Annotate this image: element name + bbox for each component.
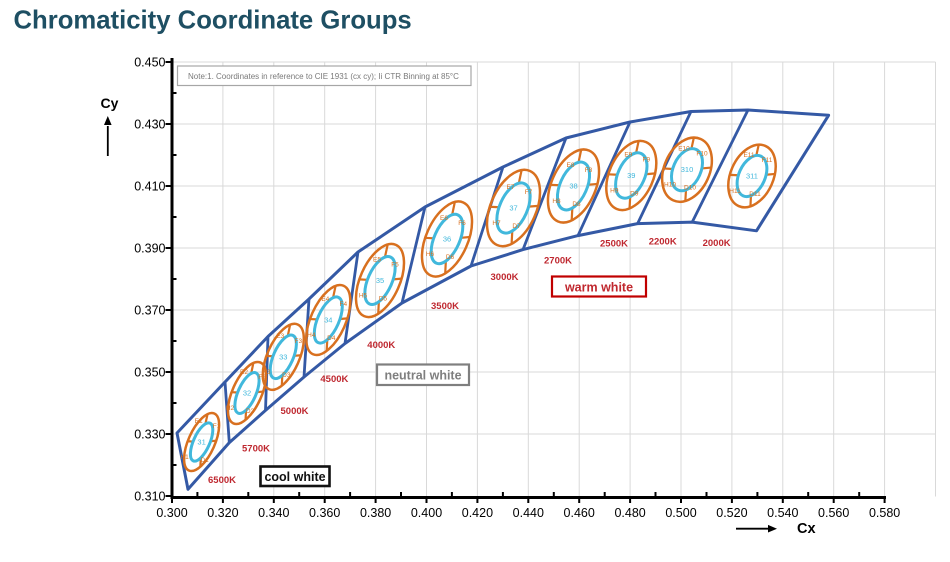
svg-text:0.350: 0.350	[134, 365, 165, 379]
svg-text:F6: F6	[458, 220, 466, 227]
svg-text:2000K: 2000K	[703, 238, 731, 249]
svg-text:E2: E2	[240, 369, 248, 376]
svg-text:2700K: 2700K	[544, 256, 572, 267]
svg-text:F5: F5	[391, 262, 399, 269]
svg-text:D6: D6	[446, 254, 455, 261]
svg-text:E10: E10	[678, 146, 690, 153]
svg-text:0.440: 0.440	[513, 506, 544, 520]
svg-text:3000K: 3000K	[491, 272, 519, 283]
svg-text:311: 311	[746, 172, 758, 181]
svg-text:E9: E9	[624, 152, 632, 159]
svg-text:H10: H10	[664, 182, 676, 189]
svg-text:0.320: 0.320	[207, 506, 238, 520]
svg-text:0.450: 0.450	[134, 55, 165, 69]
svg-text:2500K: 2500K	[600, 239, 628, 250]
svg-text:0.480: 0.480	[614, 506, 645, 520]
svg-text:E1: E1	[195, 418, 203, 425]
svg-text:H8: H8	[552, 198, 561, 205]
svg-text:2200K: 2200K	[649, 236, 677, 247]
svg-text:E3: E3	[276, 333, 284, 340]
svg-text:37: 37	[509, 204, 517, 213]
svg-text:4000K: 4000K	[367, 340, 395, 351]
svg-text:0.360: 0.360	[309, 506, 340, 520]
svg-text:F11: F11	[762, 157, 773, 164]
svg-text:0.310: 0.310	[134, 489, 165, 503]
svg-text:Cx: Cx	[797, 521, 816, 537]
svg-text:E5: E5	[373, 257, 381, 264]
svg-text:E7: E7	[507, 184, 515, 191]
svg-text:H3: H3	[262, 369, 271, 376]
svg-text:0.580: 0.580	[869, 506, 900, 520]
svg-text:neutral white: neutral white	[384, 369, 461, 383]
svg-text:F7: F7	[525, 189, 533, 196]
svg-text:F9: F9	[643, 157, 651, 164]
svg-text:35: 35	[376, 276, 384, 285]
svg-text:0.390: 0.390	[134, 241, 165, 255]
svg-text:36: 36	[443, 235, 451, 244]
svg-text:H2: H2	[226, 405, 235, 412]
svg-text:0.460: 0.460	[564, 506, 595, 520]
svg-text:cool white: cool white	[264, 470, 325, 484]
svg-text:D11: D11	[749, 191, 761, 198]
svg-text:H1: H1	[180, 454, 189, 461]
svg-text:H5: H5	[359, 293, 368, 300]
svg-text:0.420: 0.420	[462, 506, 493, 520]
svg-text:5000K: 5000K	[281, 406, 309, 417]
svg-text:H9: H9	[610, 188, 619, 195]
svg-text:F3: F3	[295, 338, 303, 345]
svg-text:0.410: 0.410	[134, 179, 165, 193]
svg-text:H6: H6	[426, 251, 435, 258]
svg-text:0.380: 0.380	[360, 506, 391, 520]
svg-text:34: 34	[324, 316, 332, 325]
svg-text:D10: D10	[684, 185, 696, 192]
svg-text:0.340: 0.340	[258, 506, 289, 520]
svg-text:0.540: 0.540	[767, 506, 798, 520]
svg-text:D4: D4	[327, 335, 336, 342]
svg-text:4500K: 4500K	[320, 374, 348, 385]
svg-text:Chromaticity Coordinate Groups: Chromaticity Coordinate Groups	[14, 7, 412, 35]
svg-text:D8: D8	[572, 201, 581, 208]
svg-text:warm white: warm white	[564, 281, 633, 295]
svg-text:D2: D2	[246, 408, 255, 415]
svg-text:0.500: 0.500	[665, 506, 696, 520]
svg-text:F1: F1	[213, 423, 221, 430]
svg-text:5700K: 5700K	[242, 444, 270, 455]
svg-text:310: 310	[681, 165, 694, 174]
svg-text:39: 39	[627, 171, 635, 180]
svg-text:E11: E11	[743, 152, 754, 159]
svg-text:D3: D3	[282, 372, 291, 379]
svg-text:0.430: 0.430	[134, 117, 165, 131]
svg-text:H4: H4	[307, 332, 316, 339]
svg-text:33: 33	[279, 352, 287, 361]
svg-text:F4: F4	[340, 301, 348, 308]
svg-text:D7: D7	[512, 223, 521, 230]
svg-text:0.400: 0.400	[411, 506, 442, 520]
svg-text:F10: F10	[696, 151, 708, 158]
svg-text:H7: H7	[492, 220, 501, 227]
svg-text:E4: E4	[321, 296, 329, 303]
svg-text:H11: H11	[729, 188, 741, 195]
svg-text:6500K: 6500K	[208, 475, 236, 486]
svg-text:31: 31	[197, 438, 205, 447]
svg-text:0.300: 0.300	[156, 506, 187, 520]
svg-text:38: 38	[569, 182, 577, 191]
svg-text:Cy: Cy	[101, 95, 119, 111]
svg-text:F8: F8	[585, 167, 593, 174]
svg-text:3500K: 3500K	[431, 301, 459, 312]
svg-text:D1: D1	[200, 457, 209, 464]
svg-text:0.370: 0.370	[134, 303, 165, 317]
svg-text:0.330: 0.330	[134, 427, 165, 441]
svg-text:D9: D9	[630, 191, 639, 198]
svg-text:0.520: 0.520	[716, 506, 747, 520]
svg-text:E8: E8	[567, 162, 575, 169]
svg-text:0.560: 0.560	[818, 506, 849, 520]
svg-text:Note:1. Coordinates in referen: Note:1. Coordinates in reference to CIE …	[188, 72, 459, 81]
svg-text:E6: E6	[440, 215, 448, 222]
svg-text:D5: D5	[379, 296, 388, 303]
svg-text:32: 32	[243, 389, 251, 398]
